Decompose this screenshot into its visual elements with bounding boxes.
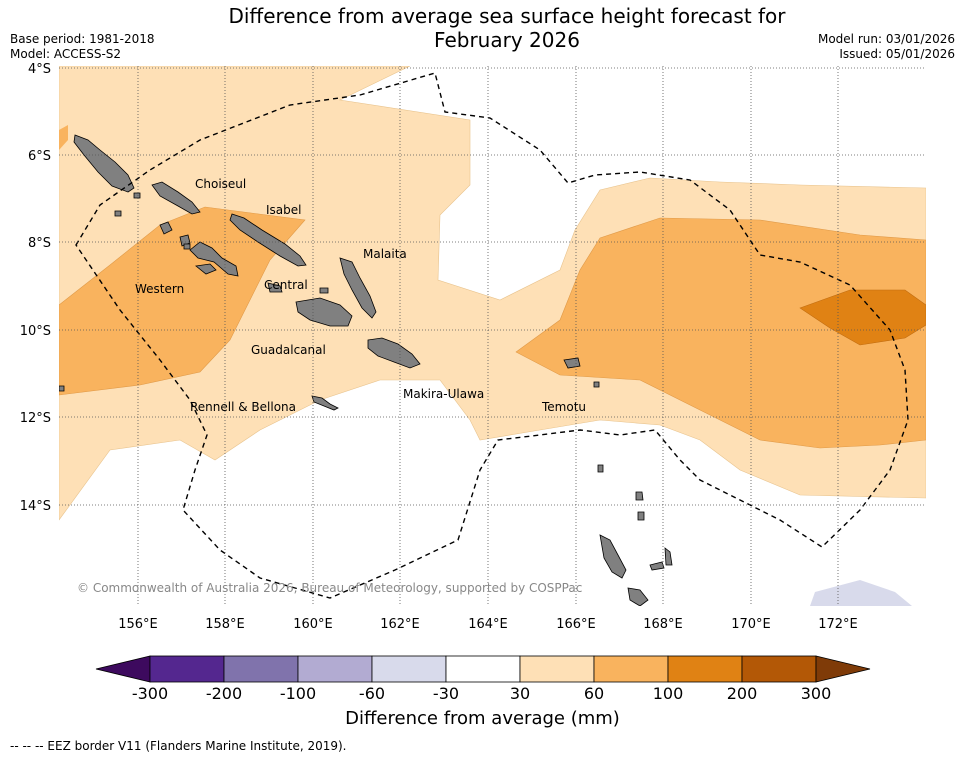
base-period: Base period: 1981-2018	[10, 32, 155, 46]
lat-tick: 12°S	[20, 411, 51, 426]
lat-tick: 4°S	[28, 62, 51, 77]
anomaly-negative-region	[810, 580, 912, 606]
map-panel: Choiseul Isabel Malaita Western Central …	[59, 66, 926, 606]
colorbar-tick: 60	[583, 684, 605, 703]
island-small-6	[59, 385, 65, 392]
anomaly-100-200-region	[799, 289, 926, 346]
colorbar-tick: 300	[800, 684, 832, 703]
meta-left: Base period: 1981-2018 Model: ACCESS-S2	[10, 32, 155, 62]
eez-legend-footer: -- -- -- EEZ border V11 (Flanders Marine…	[10, 739, 347, 753]
island-guadalcanal	[295, 297, 353, 327]
map-title: Difference from average sea surface heig…	[0, 4, 965, 52]
anomaly-60-100-region-east	[515, 217, 926, 449]
island-florida	[267, 282, 283, 293]
island-vella	[159, 221, 173, 235]
meta-right: Model run: 03/01/2026 Issued: 05/01/2026	[818, 32, 955, 62]
lon-tick: 162°E	[380, 617, 420, 632]
colorbar-tick: -30	[432, 684, 460, 703]
island-rendova	[195, 263, 217, 275]
island-small-5	[319, 287, 329, 294]
island-torres	[637, 511, 645, 521]
lat-tick: 8°S	[28, 236, 51, 251]
colorbar-tick: 100	[652, 684, 684, 703]
islands	[59, 134, 673, 606]
colorbar-segment	[519, 655, 595, 683]
island-small-4	[183, 243, 191, 250]
colorbar-segment	[445, 655, 521, 683]
island-vanuatu-pentecost	[664, 547, 673, 566]
island-choiseul	[151, 181, 201, 215]
label-rennell-bellona: Rennell & Bellona	[190, 400, 296, 414]
colorbar-segment	[223, 655, 299, 683]
island-small-2	[114, 210, 122, 217]
colorbar	[95, 655, 871, 683]
island-vanuatu-ambae	[649, 561, 665, 571]
colorbar-tick: -200	[205, 684, 243, 703]
lat-tick: 14°S	[20, 499, 51, 514]
colorbar-label: Difference from average (mm)	[345, 708, 620, 729]
colorbar-tick: 30	[509, 684, 531, 703]
graticule	[59, 66, 926, 606]
lat-tick: 6°S	[28, 149, 51, 164]
lon-tick: 170°E	[731, 617, 771, 632]
label-isabel: Isabel	[266, 203, 301, 217]
lat-tick: 10°S	[20, 324, 51, 339]
island-vanuatu-malekula	[627, 587, 649, 606]
model-name: Model: ACCESS-S2	[10, 47, 122, 61]
lon-tick: 172°E	[818, 617, 858, 632]
label-western: Western	[135, 282, 184, 296]
lon-tick: 164°E	[468, 617, 508, 632]
island-kolombangara	[179, 234, 191, 247]
colorbar-tick: -100	[279, 684, 317, 703]
colorbar-segment	[667, 655, 743, 683]
label-malaita: Malaita	[363, 247, 407, 261]
island-small-1	[593, 381, 600, 388]
lon-tick: 168°E	[643, 617, 683, 632]
island-bougainville	[73, 134, 135, 193]
colorbar-segment	[593, 655, 669, 683]
credit-text: © Commonwealth of Australia 2026, Bureau…	[77, 581, 582, 595]
colorbar-extend-max	[815, 655, 871, 683]
island-isabel	[229, 213, 307, 267]
island-rennell	[311, 395, 339, 411]
island-small-3	[133, 192, 141, 199]
label-temotu: Temotu	[541, 400, 586, 414]
colorbar-segment	[149, 655, 225, 683]
island-makira	[367, 337, 421, 369]
lon-tick: 158°E	[205, 617, 245, 632]
island-malaita	[339, 257, 377, 319]
anomaly-60-100-nw-patch	[59, 125, 68, 150]
island-small-7	[597, 464, 604, 473]
lon-tick: 156°E	[118, 617, 158, 632]
anomaly-60-100-region	[59, 206, 306, 396]
label-central: Central	[264, 278, 308, 292]
island-new-georgia	[189, 241, 239, 277]
lon-tick-labels: 156°E 158°E 160°E 162°E 164°E 166°E 168°…	[118, 617, 858, 632]
colorbar-tick: 200	[726, 684, 758, 703]
colorbar-segment	[297, 655, 373, 683]
colorbar-segment	[741, 655, 817, 683]
colorbar-tick: -300	[131, 684, 169, 703]
label-guadalcanal: Guadalcanal	[251, 343, 326, 357]
title-line-2: February 2026	[434, 28, 580, 52]
lat-tick-labels: 4°S 6°S 8°S 10°S 12°S 14°S	[20, 62, 51, 514]
island-banks	[635, 491, 644, 501]
label-makira-ulawa: Makira-Ulawa	[403, 387, 484, 401]
eez-border	[75, 72, 909, 599]
colorbar-segment	[371, 655, 447, 683]
lon-tick: 166°E	[556, 617, 596, 632]
model-run: Model run: 03/01/2026	[817, 32, 955, 46]
issued-date: Issued: 05/01/2026	[839, 47, 955, 61]
label-choiseul: Choiseul	[195, 177, 246, 191]
lon-tick: 160°E	[293, 617, 333, 632]
island-vanuatu-espiritu	[599, 534, 627, 579]
colorbar-tick: -60	[358, 684, 386, 703]
title-line-1: Difference from average sea surface heig…	[228, 4, 786, 28]
colorbar-extend-min	[95, 655, 151, 683]
